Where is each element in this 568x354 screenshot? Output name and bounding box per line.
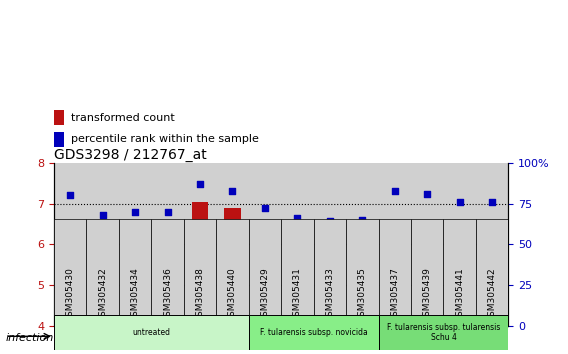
Bar — [119, 219, 151, 326]
Bar — [257, 287, 273, 326]
Point — [423, 191, 432, 196]
Bar — [411, 163, 444, 326]
Point — [358, 217, 367, 223]
Bar — [378, 219, 411, 326]
Bar — [62, 244, 78, 326]
Point — [195, 181, 204, 187]
Bar — [321, 299, 338, 326]
Bar — [54, 110, 64, 125]
Bar — [119, 163, 151, 326]
Bar — [151, 219, 184, 326]
Text: GDS3298 / 212767_at: GDS3298 / 212767_at — [54, 148, 207, 162]
Bar — [160, 265, 176, 326]
Bar — [387, 252, 403, 326]
Point — [260, 206, 269, 211]
Bar — [249, 315, 378, 350]
Bar — [86, 163, 119, 326]
Bar — [452, 271, 468, 326]
Bar — [314, 163, 346, 326]
Bar — [411, 219, 444, 326]
Bar — [444, 163, 476, 326]
Bar — [216, 163, 249, 326]
Bar — [476, 219, 508, 326]
Bar — [54, 132, 64, 147]
Point — [98, 212, 107, 218]
Point — [66, 193, 75, 198]
Text: GSM305431: GSM305431 — [293, 267, 302, 322]
Bar — [54, 219, 86, 326]
Text: GSM305437: GSM305437 — [390, 267, 399, 322]
Text: F. tularensis subsp. novicida: F. tularensis subsp. novicida — [260, 328, 367, 337]
Point — [228, 188, 237, 193]
Bar — [444, 219, 476, 326]
Bar — [419, 265, 435, 326]
Bar — [484, 263, 500, 326]
Bar — [281, 219, 314, 326]
Text: infection: infection — [6, 333, 54, 343]
Bar — [249, 163, 281, 326]
Point — [390, 188, 399, 193]
Bar — [476, 163, 508, 326]
Text: GSM305438: GSM305438 — [195, 267, 204, 322]
Bar — [184, 219, 216, 326]
Text: GSM305441: GSM305441 — [455, 267, 464, 322]
Text: GSM305429: GSM305429 — [261, 267, 269, 322]
Bar — [216, 219, 249, 326]
Text: GSM305430: GSM305430 — [66, 267, 74, 322]
Text: transformed count: transformed count — [71, 113, 175, 123]
Bar — [378, 163, 411, 326]
Bar — [224, 207, 241, 326]
Bar — [192, 201, 208, 326]
Bar — [346, 163, 378, 326]
Bar — [54, 315, 249, 350]
Bar — [378, 315, 508, 350]
Point — [131, 209, 140, 215]
Bar — [354, 299, 370, 326]
Text: GSM305432: GSM305432 — [98, 267, 107, 322]
Text: F. tularensis subsp. tularensis
Schu 4: F. tularensis subsp. tularensis Schu 4 — [387, 323, 500, 342]
Text: GSM305439: GSM305439 — [423, 267, 432, 322]
Bar — [94, 293, 111, 326]
Text: GSM305434: GSM305434 — [131, 267, 140, 322]
Bar — [151, 163, 184, 326]
Point — [455, 199, 464, 205]
Bar — [314, 219, 346, 326]
Point — [163, 209, 172, 215]
Point — [325, 219, 335, 224]
Text: percentile rank within the sample: percentile rank within the sample — [71, 134, 259, 144]
Bar — [54, 163, 86, 326]
Text: GSM305440: GSM305440 — [228, 267, 237, 322]
Bar — [86, 219, 119, 326]
Text: GSM305433: GSM305433 — [325, 267, 335, 322]
Bar — [289, 298, 306, 326]
Point — [293, 215, 302, 221]
Bar — [249, 219, 281, 326]
Bar — [184, 163, 216, 326]
Text: GSM305436: GSM305436 — [163, 267, 172, 322]
Text: GSM305442: GSM305442 — [488, 267, 496, 322]
Point — [487, 199, 496, 205]
Bar — [281, 163, 314, 326]
Text: untreated: untreated — [132, 328, 170, 337]
Bar — [346, 219, 378, 326]
Text: GSM305435: GSM305435 — [358, 267, 367, 322]
Bar — [127, 271, 143, 326]
